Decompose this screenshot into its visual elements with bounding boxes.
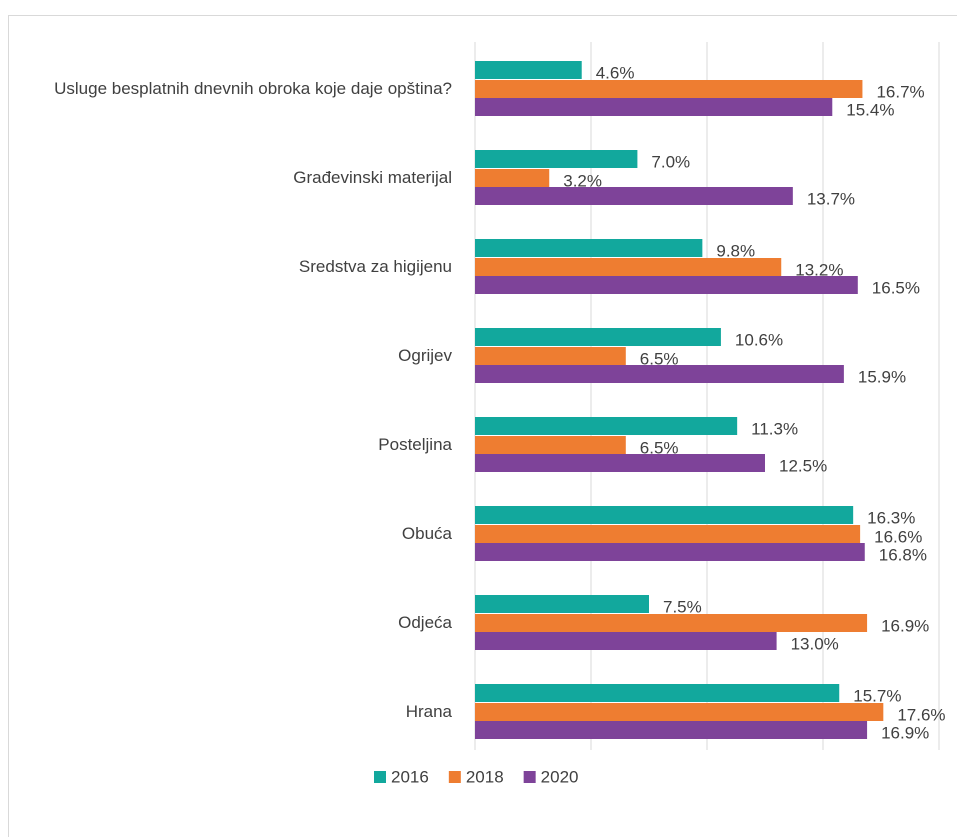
value-label: 13.2% (795, 260, 843, 279)
category-label: Građevinski materijal (293, 168, 452, 187)
category-label: Obuća (401, 524, 452, 543)
legend-label: 2018 (466, 767, 504, 786)
frame (8, 15, 957, 837)
value-label: 17.6% (897, 705, 945, 724)
value-label: 15.7% (853, 686, 901, 705)
bar (475, 258, 782, 276)
value-label: 16.7% (876, 82, 924, 101)
bar (475, 684, 840, 702)
bar (475, 276, 858, 294)
value-label: 7.0% (651, 152, 690, 171)
bar (475, 454, 765, 472)
bar (475, 239, 703, 257)
bar (475, 417, 738, 435)
value-label: 15.9% (858, 367, 906, 386)
bar (475, 614, 868, 632)
category-label: Odjeća (398, 613, 452, 632)
bar (475, 436, 626, 454)
value-label: 16.9% (881, 616, 929, 635)
bar (475, 365, 844, 383)
value-label: 16.3% (867, 508, 915, 527)
value-label: 3.2% (563, 171, 602, 190)
bar (475, 543, 865, 561)
bar (475, 187, 793, 205)
value-label: 16.6% (874, 527, 922, 546)
value-label: 13.0% (791, 634, 839, 653)
value-label: 7.5% (663, 597, 702, 616)
legend-swatch (523, 771, 536, 783)
value-label: 16.9% (881, 723, 929, 742)
value-label: 6.5% (640, 349, 679, 368)
value-label: 15.4% (846, 100, 894, 119)
value-label: 13.7% (807, 189, 855, 208)
legend-label: 2020 (541, 767, 579, 786)
value-label: 12.5% (779, 456, 827, 475)
category-label: Sredstva za higijenu (298, 257, 452, 276)
bar (475, 632, 777, 650)
bar (475, 525, 861, 543)
bar (475, 80, 863, 98)
bar (475, 169, 550, 187)
bar (475, 595, 649, 613)
value-label: 11.3% (751, 419, 798, 438)
value-label: 16.5% (872, 278, 920, 297)
value-label: 9.8% (716, 241, 755, 260)
bar (475, 61, 582, 79)
category-label: Usluge besplatnih dnevnih obroka koje da… (54, 79, 452, 98)
category-label: Hrana (405, 702, 452, 721)
category-label: Ogrijev (398, 346, 452, 365)
bar (475, 703, 884, 721)
bar (475, 721, 868, 739)
bar (475, 328, 721, 346)
value-label: 10.6% (735, 330, 783, 349)
bar (475, 347, 626, 365)
legend-label: 2016 (391, 767, 429, 786)
legend-swatch (448, 771, 461, 783)
bar (475, 506, 854, 524)
value-label: 4.6% (596, 63, 635, 82)
bar (475, 150, 638, 168)
value-label: 6.5% (640, 438, 679, 457)
value-label: 16.8% (879, 545, 927, 564)
bar (475, 98, 833, 116)
category-label: Posteljina (378, 435, 452, 454)
legend-swatch (374, 771, 386, 783)
